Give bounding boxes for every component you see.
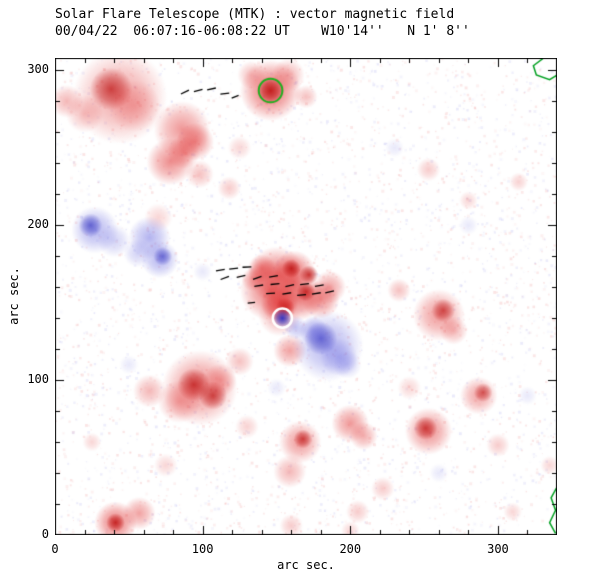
magnetogram-canvas (55, 58, 557, 535)
x-axis-label: arc sec. (277, 558, 335, 572)
x-tick-label: 0 (51, 542, 59, 556)
y-tick-label: 100 (27, 372, 49, 387)
x-tick-label: 300 (487, 542, 509, 556)
y-axis-label: arc sec. (7, 267, 21, 325)
y-tick-label: 300 (27, 62, 49, 77)
plot-area (55, 58, 557, 535)
y-tick-label: 0 (41, 527, 49, 541)
y-tick-label: 200 (27, 217, 49, 232)
x-tick-label: 200 (339, 542, 362, 556)
figure-title: Solar Flare Telescope (MTK) : vector mag… (55, 7, 455, 22)
x-tick-label: 100 (191, 542, 214, 556)
figure-subtitle: 00/04/22 06:07:16-06:08:22 UT W10'14'' N… (55, 24, 470, 39)
